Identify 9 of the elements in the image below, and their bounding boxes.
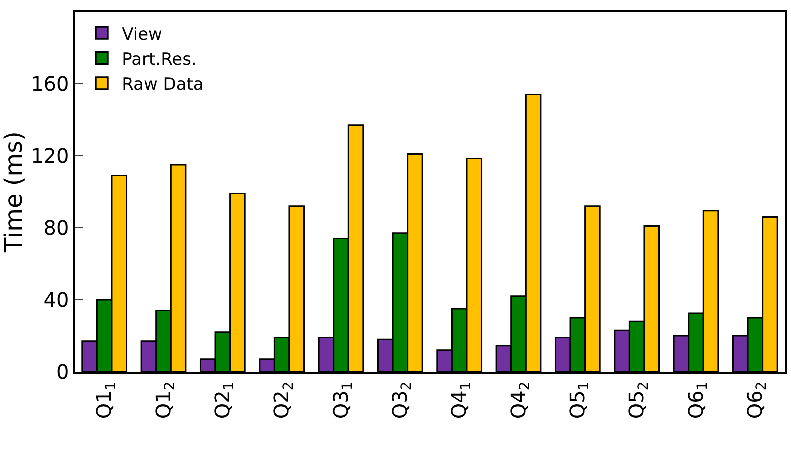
legend-label: Raw Data: [122, 74, 204, 95]
legend-label: View: [122, 24, 163, 45]
y-tick-label: 80: [44, 216, 70, 240]
y-tick-label: 120: [31, 144, 70, 168]
y-tick-label: 40: [44, 288, 70, 312]
y-tick-label: 0: [56, 360, 70, 384]
legend-label: Part.Res.: [122, 50, 197, 70]
y-tick-label: 160: [31, 72, 70, 96]
y-axis-title: Time (ms): [0, 132, 28, 254]
